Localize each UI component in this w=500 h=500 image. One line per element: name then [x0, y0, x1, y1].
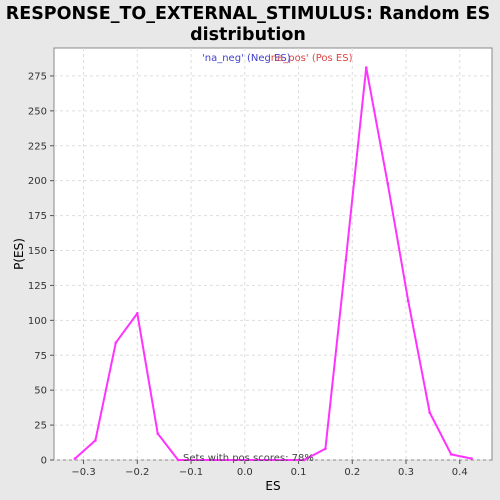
- data-point: [470, 457, 473, 460]
- data-point: [386, 182, 390, 185]
- plot-area: [53, 47, 493, 461]
- legend-entry-neg: 'na_neg' (Neg ES): [202, 53, 291, 64]
- chart-title-line2: distribution: [190, 25, 306, 45]
- data-point: [302, 458, 306, 462]
- y-tick-label: 125: [28, 281, 47, 292]
- data-point: [136, 312, 139, 315]
- y-tick-label: 25: [34, 421, 47, 432]
- x-axis-label: ES: [265, 479, 280, 493]
- y-tick-label: 75: [34, 351, 47, 362]
- y-axis-label: P(ES): [12, 238, 26, 270]
- data-point: [114, 341, 118, 344]
- data-point: [344, 258, 348, 262]
- annotation-pos-scores: Sets with pos scores: 78%: [183, 453, 314, 464]
- y-tick-label: 200: [28, 176, 47, 187]
- data-point: [176, 458, 180, 462]
- x-tick-label: 0.3: [398, 467, 414, 478]
- y-tick-label: 275: [28, 71, 47, 82]
- data-point: [428, 411, 431, 414]
- x-tick-label: 0.1: [291, 467, 307, 478]
- data-point: [406, 299, 410, 303]
- chart-title-line1: RESPONSE_TO_EXTERNAL_STIMULUS: Random ES: [6, 4, 490, 24]
- data-point: [94, 439, 97, 442]
- data-point: [449, 453, 453, 456]
- series-layer: [73, 66, 473, 462]
- y-tick-label: 0: [41, 456, 47, 467]
- x-tick-label: −0.1: [179, 467, 203, 478]
- y-tick-label: 175: [28, 211, 47, 222]
- y-tick-label: 150: [28, 246, 47, 257]
- data-point: [364, 66, 368, 69]
- y-tick-label: 50: [34, 386, 47, 397]
- x-tick-label: 0.4: [452, 467, 468, 478]
- legend-entry-pos: 'na_pos' (Pos ES): [268, 53, 353, 64]
- x-tick-label: −0.2: [125, 467, 149, 478]
- x-tick-label: 0.0: [237, 467, 253, 478]
- data-point: [73, 457, 77, 460]
- y-tick-label: 250: [28, 106, 47, 117]
- y-tick-label: 225: [28, 141, 47, 152]
- data-point: [324, 447, 327, 451]
- y-tick-label: 100: [28, 316, 47, 327]
- data-point: [156, 432, 160, 435]
- x-tick-label: −0.3: [71, 467, 95, 478]
- x-tick-label: 0.2: [344, 467, 360, 478]
- y-axis-ticks: 0 25 50 75 100 125 150 175 200 225 250 275: [28, 71, 54, 467]
